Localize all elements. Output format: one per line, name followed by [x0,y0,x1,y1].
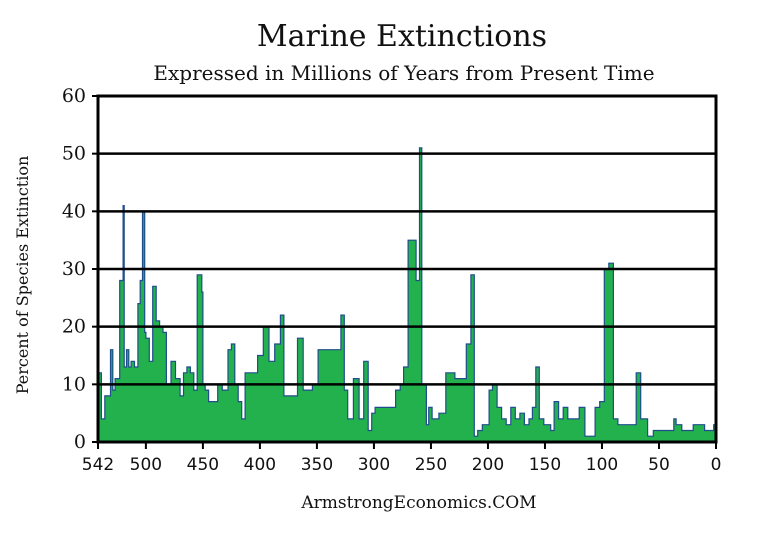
gridlines [98,152,716,386]
x-tick-label: 400 [244,455,276,475]
y-axis: 0 10 20 30 40 50 60 [62,85,98,453]
y-axis-label: Percent of Species Extinction [13,156,32,395]
y-tick-label: 60 [62,85,86,107]
y-tick-label: 50 [62,143,86,165]
x-axis: 542 500 450 400 350 300 250 200 150 100 50 0 [82,442,722,475]
y-tick-label: 40 [62,200,86,222]
x-tick-label: 50 [648,455,670,475]
x-tick-label: 350 [301,455,333,475]
x-tick-label: 150 [529,455,561,475]
x-tick-label: 250 [415,455,447,475]
chart-title: Marine Extinctions [257,19,547,54]
x-tick-label: 0 [711,455,722,475]
x-tick-label: 450 [187,455,219,475]
y-tick-label: 10 [62,373,86,395]
y-tick-label: 20 [62,316,86,338]
x-tick-label: 100 [586,455,618,475]
x-tick-label: 300 [358,455,390,475]
y-tick-label: 0 [74,431,86,453]
source-credit: ArmstrongEconomics.COM [300,493,536,513]
plot-area [96,94,718,444]
x-tick-label: 500 [130,455,162,475]
x-tick-label: 542 [82,455,114,475]
extinction-line [98,147,716,437]
x-tick-label: 200 [472,455,504,475]
chart-subtitle: Expressed in Millions of Years from Pres… [153,61,654,85]
extinction-area [98,147,716,442]
y-tick-label: 30 [62,258,86,280]
